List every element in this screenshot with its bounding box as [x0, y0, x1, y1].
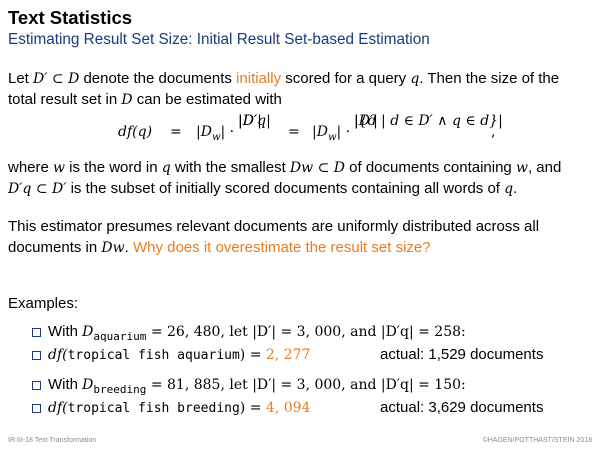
paragraph-estimator-line2: documents in Dw. Why does it overestimat…: [8, 237, 594, 259]
math-dw: Dw: [101, 240, 125, 256]
fraction-denominator: |D′|: [238, 113, 262, 129]
example-item-aquarium-estimate: df(tropical fish aquarium) = 2, 277 actu…: [32, 344, 592, 366]
query-text: tropical fish aquarium: [67, 348, 240, 363]
bullet-box-icon: [32, 381, 41, 390]
actual-count: actual: 1,529 documents: [380, 346, 544, 363]
paragraph-where-line2: D′q ⊂ D′ is the subset of initially scor…: [8, 178, 594, 200]
math-dw: |D: [312, 124, 328, 140]
bullet-content: With Daquarium = 26, 480, let |D′| = 3, …: [48, 321, 466, 348]
formula-dw-1: |Dw| ·: [196, 124, 234, 143]
question-overestimate: Why does it overestimate the result set …: [132, 239, 431, 256]
slide-title: Text Statistics: [8, 7, 133, 28]
text-fragment: .: [124, 239, 133, 256]
bullet-box-icon: [32, 404, 41, 413]
text-fragment: is the subset of initially scored docume…: [66, 180, 505, 197]
math-d-prime-subset: D′ ⊂ D: [33, 71, 80, 87]
highlight-initially: initially: [236, 70, 282, 87]
example-item-breeding-params: With Dbreeding = 81, 885, let |D′| = 3, …: [32, 374, 592, 396]
example-item-aquarium-params: With Daquarium = 26, 480, let |D′| = 3, …: [32, 321, 592, 343]
example-params: = 26, 480, let |D′| = 3, 000, and |D′q| …: [146, 324, 466, 340]
math-dq-subset: D′q ⊂ D′: [8, 181, 67, 197]
math-dw-subset: Dw ⊂ D: [289, 160, 345, 176]
math-sub-w: w: [211, 131, 221, 143]
formula-comma: ,: [491, 124, 496, 140]
text-fragment: with the smallest: [170, 159, 290, 176]
bullet-box-icon: [32, 328, 41, 337]
paragraph-where-line1: where w is the word in q with the smalle…: [8, 157, 594, 179]
text-fragment: where: [8, 159, 54, 176]
bullet-content: With Dbreeding = 81, 885, let |D′| = 3, …: [48, 374, 466, 401]
estimate-value: 4, 094: [265, 400, 311, 416]
bullet-content: df(tropical fish breeding) = 4, 094: [48, 397, 310, 420]
math-d: D: [82, 324, 94, 340]
math-w: w: [515, 160, 528, 176]
paragraph-estimator-line1: This estimator presumes relevant documen…: [8, 218, 540, 235]
text-fragment: can be estimated with: [132, 91, 282, 108]
term-aquarium: aquarium: [93, 330, 147, 343]
formula-dw-2: |Dw| ·: [312, 124, 350, 143]
text-fragment: With: [48, 323, 83, 340]
fraction-denominator: |D′|: [354, 113, 378, 129]
math-dw: |D: [196, 124, 212, 140]
text-fragment: total result set in: [8, 91, 122, 108]
examples-heading: Examples:: [8, 295, 79, 312]
math-q: q: [410, 71, 420, 87]
text-fragment: scored for a query: [281, 70, 411, 87]
bullet-box-icon: [32, 351, 41, 360]
text-fragment: Let: [8, 70, 34, 87]
text-fragment: , and: [527, 159, 562, 176]
term-breeding: breeding: [93, 383, 147, 396]
estimate-value: 2, 277: [265, 347, 311, 363]
query-text: tropical fish breeding: [67, 401, 240, 416]
math-d: D: [121, 92, 133, 108]
footer-copyright: ©HAGEN/POTTHAST/STEIN 2018: [482, 437, 592, 444]
math-df: df(: [48, 400, 68, 416]
fraction-numerator: |{d | d ∈ D′ ∧ q ∈ d}|: [354, 113, 503, 129]
math-q: q: [504, 181, 514, 197]
text-fragment: of documents containing: [345, 159, 516, 176]
text-fragment: denote the documents: [79, 70, 237, 87]
paragraph-intro-line1: Let D′ ⊂ D denote the documents initiall…: [8, 68, 594, 90]
math-sub-w: w: [327, 131, 337, 143]
formula-equals-2: =: [288, 124, 300, 140]
math-abs-dot: | ·: [336, 124, 351, 140]
math-w: w: [53, 160, 66, 176]
slide-subtitle: Estimating Result Set Size: Initial Resu…: [8, 31, 430, 48]
text-fragment: . Then the size of the: [419, 70, 560, 87]
formula-lhs: df(q): [118, 124, 153, 140]
bullet-content: df(tropical fish aquarium) = 2, 277: [48, 344, 310, 367]
formula-equals-1: =: [170, 124, 182, 140]
text-fragment: With: [48, 376, 83, 393]
actual-count: actual: 3,629 documents: [380, 399, 544, 416]
math-df: df(: [48, 347, 68, 363]
text-fragment: .: [513, 180, 518, 197]
example-item-breeding-estimate: df(tropical fish breeding) = 4, 094 actu…: [32, 397, 592, 419]
estimation-formula: df(q) = |Dw| · |D′q| |D′| = |Dw| · |{d |…: [118, 112, 503, 154]
math-q: q: [161, 160, 171, 176]
math-abs-dot: | ·: [220, 124, 235, 140]
example-params: = 81, 885, let |D′| = 3, 000, and |D′q| …: [146, 377, 466, 393]
text-fragment: is the word in: [65, 159, 162, 176]
text-fragment: documents in: [8, 239, 102, 256]
fraction-numerator: |D′q|: [238, 113, 271, 129]
footer-left: IR:III-18 Text Transformation: [8, 437, 97, 444]
paragraph-intro-line2: total result set in D can be estimated w…: [8, 89, 594, 111]
math-d: D: [82, 377, 94, 393]
math-close-equals: ) =: [239, 347, 266, 363]
math-close-equals: ) =: [239, 400, 266, 416]
